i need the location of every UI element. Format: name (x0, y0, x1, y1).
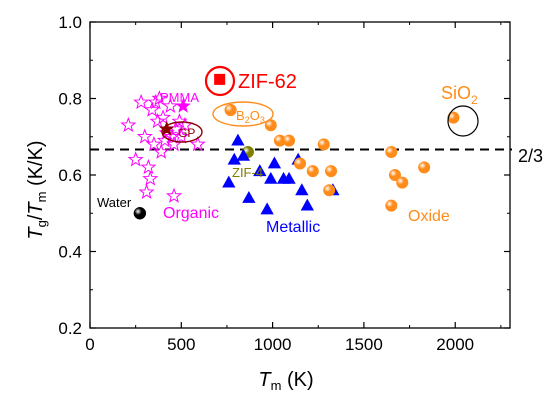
oxide-point (306, 165, 319, 178)
zif62-label: ZIF-62 (238, 71, 297, 93)
series-zif-62 (214, 73, 226, 85)
metallic-point (253, 164, 267, 177)
series-b2o3 (224, 103, 237, 116)
organic-point (149, 113, 166, 129)
organic-point (133, 93, 150, 110)
zif4-label: ZIF-4 (232, 165, 263, 180)
organic-point (127, 151, 144, 167)
metallic-point (264, 171, 278, 184)
organic-point (153, 143, 170, 159)
organic-point (145, 135, 162, 152)
x-tick-label: 500 (167, 335, 195, 354)
x-axis-label: Tm (K) (258, 369, 313, 393)
organic-point (151, 90, 168, 106)
pmma-label: PMMA (160, 90, 199, 105)
reference-line-label: 2/3 (518, 146, 543, 166)
sio2-highlight-ring (447, 105, 479, 137)
organic-point (120, 116, 137, 133)
organic-point (138, 183, 155, 200)
oxide-point (385, 199, 398, 212)
water-point (133, 207, 147, 220)
series-organic (120, 90, 206, 203)
oxide-point (323, 184, 336, 197)
organic-point (136, 128, 153, 144)
organic-point (173, 128, 190, 144)
oxide-point (294, 157, 306, 170)
oxide-point (317, 138, 330, 151)
gp-highlight-ellipse (161, 121, 203, 143)
data-marks (120, 73, 460, 220)
y-tick-label: 0.6 (58, 166, 82, 185)
organic-label: Organic (163, 205, 219, 222)
organic-point (162, 97, 179, 113)
x-tick-label: 1500 (345, 335, 383, 354)
zif62-highlight-ring (204, 65, 236, 97)
metallic-point (231, 133, 245, 146)
y-tick-label: 0.2 (58, 319, 82, 338)
series-sio2 (447, 111, 460, 124)
sio2-label: SiO2 (441, 83, 478, 107)
oxide-point (325, 165, 338, 178)
b2o3-highlight-ellipse (212, 101, 274, 127)
organic-point (144, 101, 161, 117)
metallic-point (300, 198, 314, 211)
series-gp (158, 120, 175, 136)
annotations: Tg/Tm (K/K) Tm (K) 2/3 ZIF-62 PMMA GP B2… (25, 65, 543, 393)
b2o3-label: B2O3 (236, 108, 265, 125)
plot-frame (89, 21, 511, 329)
organic-point (155, 109, 172, 125)
organic-point (140, 158, 157, 175)
b2o3-point (224, 103, 237, 116)
metallic-point (242, 190, 256, 203)
water-label: Water (97, 195, 132, 210)
x-tick-label: 1000 (254, 335, 292, 354)
metallic-point (282, 171, 296, 184)
metallic-point (227, 152, 241, 165)
y-tick-label: 0.8 (58, 90, 82, 109)
metallic-point (260, 202, 274, 215)
metallic-point (267, 156, 282, 169)
oxide-point (418, 161, 431, 174)
organic-point (165, 187, 183, 203)
zif-62-point (214, 73, 226, 85)
organic-point (142, 170, 159, 186)
organic-point (147, 93, 164, 110)
y-axis-label: Tg/Tm (K/K) (25, 140, 49, 239)
oxide-point (264, 119, 277, 132)
metallic-point (295, 183, 309, 196)
metallic-label: Metallic (266, 219, 320, 236)
pmma-point (175, 98, 191, 113)
gp-point (158, 120, 175, 136)
metallic-point (236, 148, 251, 161)
y-tick-label: 1.0 (58, 13, 82, 32)
oxide-label: Oxide (408, 208, 450, 225)
sio2-point (447, 111, 460, 124)
oxide-point (273, 134, 286, 147)
gp-label: GP (178, 126, 195, 140)
organic-point (189, 135, 206, 152)
x-tick-label: 2000 (436, 335, 474, 354)
series-metallic (222, 133, 340, 215)
oxide-point (396, 176, 409, 189)
y-tick-label: 0.4 (58, 243, 82, 262)
oxide-point (385, 146, 398, 159)
metallic-point (222, 175, 236, 188)
series-water (133, 207, 147, 220)
oxide-point (283, 134, 296, 147)
series-pmma (175, 98, 191, 113)
oxide-point (388, 169, 401, 181)
x-tick-label: 0 (85, 335, 94, 354)
axes: 0 500 1000 1500 2000 0.2 0.4 0.6 0.8 1.0 (58, 13, 512, 354)
